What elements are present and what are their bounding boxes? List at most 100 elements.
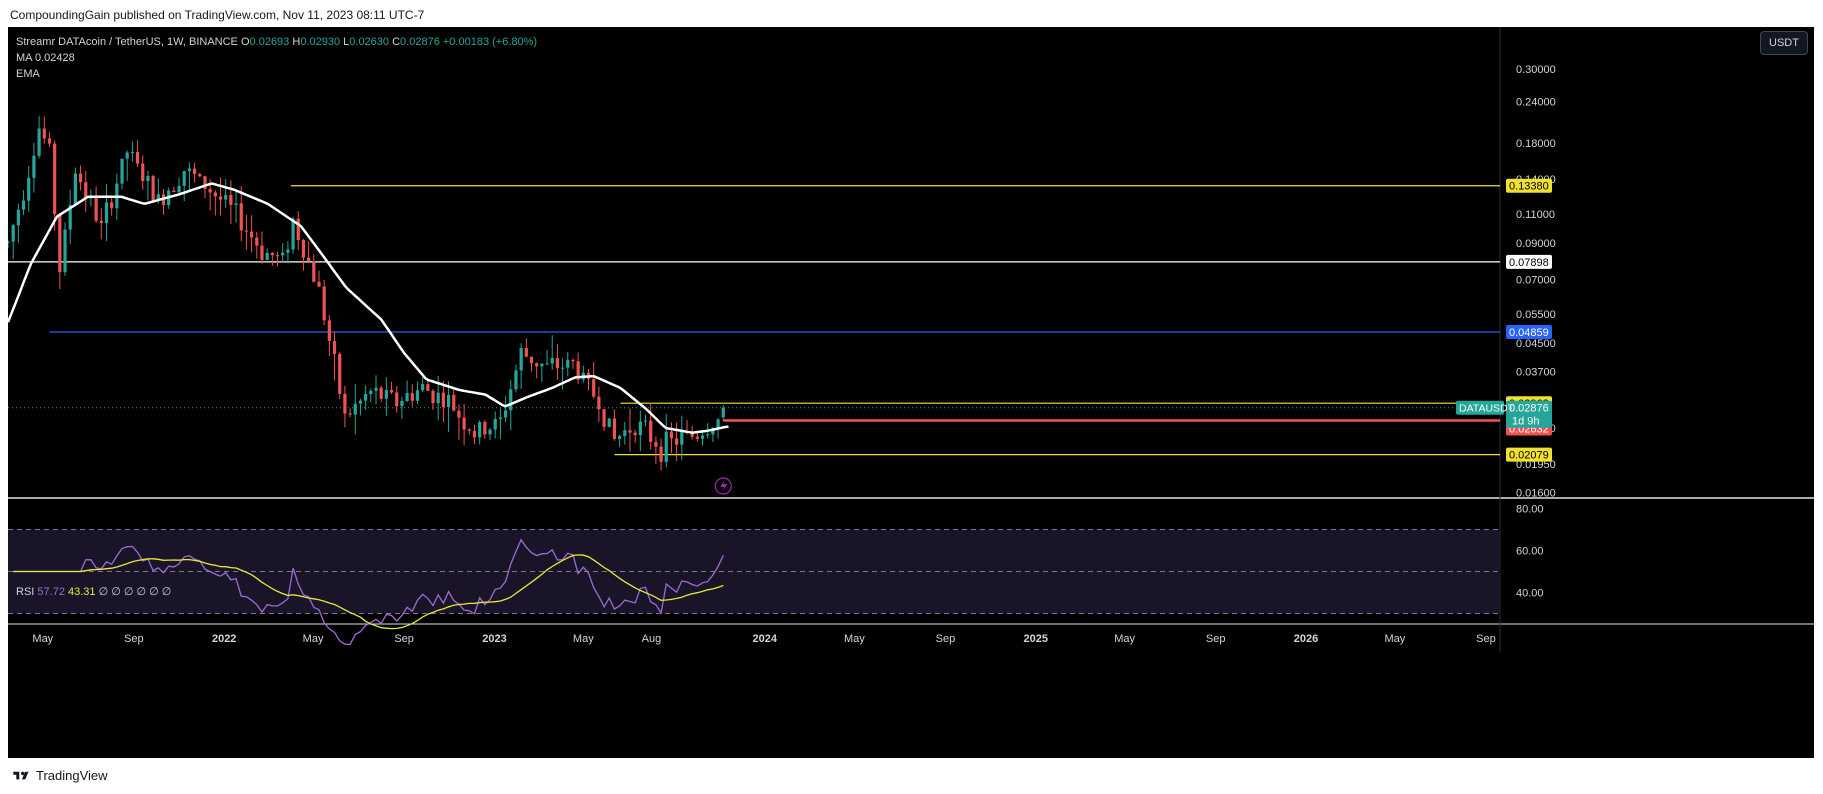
- candle-body: [94, 197, 98, 221]
- candle-body: [664, 431, 668, 462]
- last-price-tag: 0.02876: [1509, 403, 1549, 415]
- last-price-tag-bg: [1506, 400, 1552, 428]
- level-price-tag: 0.02079: [1509, 450, 1549, 462]
- candle-body: [89, 197, 93, 199]
- price-tick-label: 0.04500: [1516, 338, 1556, 350]
- candle-body: [327, 320, 331, 341]
- price-tick-label: 0.05500: [1516, 309, 1556, 321]
- time-tick-label: Sep: [1206, 633, 1226, 645]
- candle-body: [8, 241, 10, 243]
- candle-body: [291, 218, 295, 250]
- candle-body: [244, 230, 249, 232]
- candle-body: [27, 177, 31, 201]
- level-price-tag-bg: [1506, 447, 1552, 462]
- rsi-empty-values: ∅ ∅ ∅ ∅ ∅ ∅: [98, 586, 172, 598]
- candle-body: [265, 252, 269, 260]
- rsi-legend: RSI 57.72 43.31 ∅ ∅ ∅ ∅ ∅ ∅: [16, 585, 171, 598]
- candle-body: [488, 429, 492, 435]
- candle-body: [141, 163, 145, 182]
- candle-body: [467, 429, 471, 431]
- candle-body: [182, 171, 186, 186]
- candle-body: [32, 155, 36, 178]
- candle-body: [250, 231, 254, 238]
- candle-body: [410, 393, 414, 401]
- candle-body: [177, 185, 181, 193]
- high-label: H: [292, 36, 301, 48]
- candle-body: [426, 384, 430, 391]
- candle-body: [369, 390, 373, 395]
- candle-body: [597, 396, 601, 410]
- level-price-tag-bg: [1506, 254, 1552, 269]
- candle-body: [218, 196, 223, 200]
- candle-body: [560, 367, 565, 369]
- candle-body: [545, 363, 549, 365]
- candle-body: [130, 151, 134, 153]
- tradingview-logo[interactable]: TradingView: [10, 768, 108, 783]
- time-tick-label: 2023: [482, 633, 506, 645]
- candle-body: [120, 158, 124, 184]
- candle-body: [400, 400, 404, 407]
- time-tick-label: May: [1384, 633, 1405, 645]
- candle-body: [643, 420, 648, 422]
- candle-body: [493, 418, 497, 430]
- candle-body: [618, 436, 622, 439]
- price-tick-label: 0.03700: [1516, 366, 1556, 378]
- candle-body: [301, 240, 306, 258]
- candle-body: [213, 192, 217, 197]
- rsi-tick-label: 80.00: [1516, 504, 1544, 516]
- rsi-ma-line: [13, 554, 724, 630]
- time-tick-label: 2026: [1294, 633, 1318, 645]
- time-tick-label: Sep: [936, 633, 956, 645]
- lightning-icon: [720, 479, 728, 493]
- candle-body: [472, 430, 477, 438]
- rsi-tick-label: 60.00: [1516, 546, 1544, 558]
- candle-body: [374, 387, 378, 391]
- candle-body: [395, 392, 399, 407]
- level-price-tag-bg: [1506, 178, 1552, 193]
- candle-body: [78, 173, 83, 183]
- price-tick-label: 0.07000: [1516, 274, 1556, 286]
- candle-body: [509, 389, 513, 411]
- candle-body: [612, 418, 617, 439]
- candle-body: [462, 417, 466, 430]
- candle-body: [281, 252, 285, 256]
- candle-body: [524, 348, 528, 357]
- rsi-tick-label: 40.00: [1516, 588, 1544, 600]
- candle-body: [21, 200, 26, 210]
- candle-body: [535, 363, 539, 367]
- candle-body: [255, 237, 259, 246]
- candle-body: [68, 204, 72, 230]
- candle-body: [711, 428, 715, 435]
- candle-body: [576, 361, 580, 380]
- rsi-band-background: [8, 529, 1500, 614]
- close-label: C: [392, 36, 401, 48]
- rsi-ma-value: 43.31: [68, 586, 96, 598]
- candle-body: [540, 363, 544, 367]
- candle-body: [519, 348, 523, 371]
- price-tick-label: 0.09000: [1516, 238, 1556, 250]
- candle-body: [483, 422, 487, 435]
- candle-body: [669, 431, 674, 439]
- ema-label[interactable]: EMA: [16, 68, 40, 80]
- candle-body: [275, 255, 280, 257]
- candle-body: [498, 417, 502, 419]
- price-tick-label: 0.30000: [1516, 64, 1556, 76]
- currency-button[interactable]: USDT: [1760, 31, 1808, 55]
- price-chart[interactable]: 0.300000.240000.180000.140000.110000.090…: [8, 27, 1814, 758]
- rsi-value: 57.72: [37, 586, 65, 598]
- ma-label[interactable]: MA: [16, 52, 32, 64]
- open-value: 0.02693: [249, 36, 290, 48]
- candle-body: [73, 173, 77, 205]
- candle-body: [550, 358, 554, 364]
- change-value: +0.00183 (+6.80%): [442, 36, 538, 48]
- rsi-label[interactable]: RSI: [16, 586, 35, 598]
- high-value: 0.02930: [300, 36, 341, 48]
- candle-body: [11, 225, 15, 242]
- time-tick-label: 2024: [752, 633, 777, 645]
- chart-frame[interactable]: 0.300000.240000.180000.140000.110000.090…: [8, 27, 1814, 758]
- candle-body: [135, 151, 140, 164]
- symbol-title[interactable]: Streamr DATAcoin / TetherUS, 1W, BINANCE: [16, 36, 238, 48]
- candle-body: [307, 257, 311, 262]
- ema-line: [8, 182, 729, 434]
- time-tick-label: 2022: [212, 633, 236, 645]
